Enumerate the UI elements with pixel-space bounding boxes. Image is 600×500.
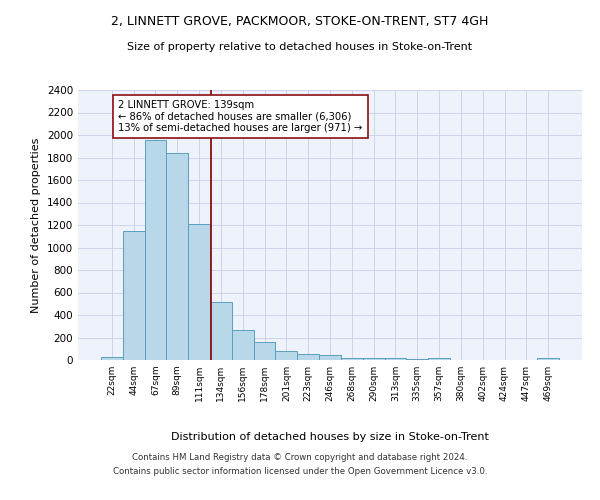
Bar	[341, 358, 363, 360]
Text: Size of property relative to detached houses in Stoke-on-Trent: Size of property relative to detached ho…	[127, 42, 473, 52]
Bar	[297, 354, 319, 360]
Bar	[363, 358, 385, 360]
Bar	[232, 330, 254, 360]
Text: 2 LINNETT GROVE: 139sqm
← 86% of detached houses are smaller (6,306)
13% of semi: 2 LINNETT GROVE: 139sqm ← 86% of detache…	[118, 100, 362, 134]
Bar	[319, 355, 341, 360]
Bar	[210, 302, 232, 360]
Bar	[254, 342, 275, 360]
Bar	[101, 356, 123, 360]
Y-axis label: Number of detached properties: Number of detached properties	[31, 138, 41, 312]
Text: 2, LINNETT GROVE, PACKMOOR, STOKE-ON-TRENT, ST7 4GH: 2, LINNETT GROVE, PACKMOOR, STOKE-ON-TRE…	[112, 15, 488, 28]
Text: Contains public sector information licensed under the Open Government Licence v3: Contains public sector information licen…	[113, 467, 487, 476]
Bar	[166, 153, 188, 360]
Bar	[123, 230, 145, 360]
Bar	[385, 358, 406, 360]
Bar	[145, 140, 166, 360]
Bar	[428, 358, 450, 360]
Text: Distribution of detached houses by size in Stoke-on-Trent: Distribution of detached houses by size …	[171, 432, 489, 442]
Bar	[537, 358, 559, 360]
Bar	[188, 224, 210, 360]
Bar	[275, 351, 297, 360]
Text: Contains HM Land Registry data © Crown copyright and database right 2024.: Contains HM Land Registry data © Crown c…	[132, 454, 468, 462]
